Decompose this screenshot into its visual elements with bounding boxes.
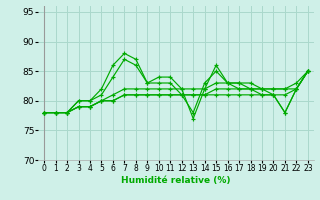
X-axis label: Humidité relative (%): Humidité relative (%) <box>121 176 231 185</box>
